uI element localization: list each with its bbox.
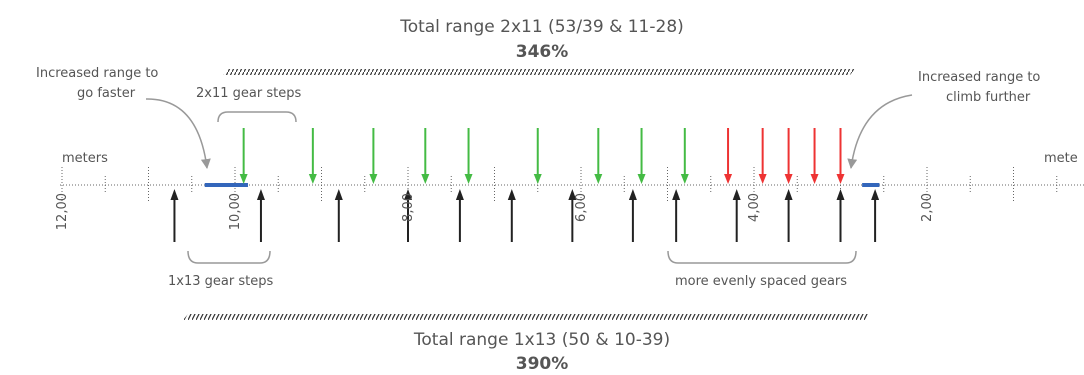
pointer-faster	[145, 98, 211, 169]
gear-1x13-arrow	[871, 189, 880, 242]
gear-1x13-arrow	[672, 189, 681, 242]
tick-label: 2,00	[920, 193, 935, 222]
gears-1x13	[170, 189, 880, 242]
gear-1x13-arrow	[628, 189, 637, 242]
range-bar-1x13	[183, 314, 870, 320]
axis-ticks	[61, 167, 1058, 203]
gear-1x13-arrow	[784, 189, 793, 242]
tick-label: 6,00	[574, 193, 589, 222]
annotation-faster-line2: go faster	[77, 86, 136, 101]
gear-2x11-arrow	[680, 128, 689, 184]
tick-labels: 12,00 10,00 8,00 6,00 4,00 2,00	[55, 193, 935, 230]
annotation-climb-line2: climb further	[946, 90, 1031, 105]
gear-1x13-arrow	[507, 189, 516, 242]
gear-2x11-arrow	[637, 128, 646, 184]
gear-1x13-arrow	[334, 189, 343, 242]
bracket-1x13-steps	[187, 250, 271, 264]
tick-label: 4,00	[747, 193, 762, 222]
top-range-title: Total range 2x11 (53/39 & 11-28)	[400, 17, 684, 37]
bottom-range-title: Total range 1x13 (50 & 10-39)	[413, 330, 671, 350]
label-2x11-gear-steps: 2x11 gear steps	[196, 86, 302, 101]
top-range-percent: 346%	[515, 42, 569, 62]
gears-2x11	[239, 128, 845, 184]
gear-2x11-arrow	[594, 128, 603, 184]
gear-1x13-arrow	[170, 189, 179, 242]
gear-1x13-arrow	[256, 189, 265, 242]
gear-2x11-arrow	[464, 128, 473, 184]
gear-2x11-arrow-red	[836, 128, 845, 184]
bracket-even-spacing	[667, 250, 857, 264]
label-evenly-spaced: more evenly spaced gears	[675, 274, 848, 289]
bottom-range-percent: 390%	[515, 354, 569, 374]
gear-1x13-arrow	[404, 189, 412, 242]
annotation-climb-line1: Increased range to	[918, 70, 1041, 85]
label-1x13-gear-steps: 1x13 gear steps	[168, 274, 274, 289]
gear-1x13-arrow	[568, 189, 577, 242]
gear-2x11-arrow	[421, 128, 430, 184]
gear-2x11-arrow-red	[724, 128, 733, 184]
pointer-climb	[847, 94, 913, 169]
gear-1x13-arrow	[455, 189, 464, 242]
gear-2x11-arrow	[239, 128, 248, 184]
tick-label: 10,00	[228, 193, 243, 230]
gear-2x11-arrow-red	[810, 128, 819, 184]
gear-2x11-arrow-red	[784, 128, 793, 184]
gear-2x11-arrow	[533, 128, 542, 184]
range-bar-2x11	[223, 69, 855, 75]
gear-1x13-arrow	[836, 189, 845, 242]
tick-label: 12,00	[55, 193, 70, 230]
gear-1x13-arrow	[732, 189, 741, 242]
gear-2x11-arrow-red	[758, 128, 767, 184]
tick-label: 8,00	[401, 193, 416, 222]
gear-2x11-arrow	[308, 128, 317, 184]
axis-unit-left: meters	[62, 151, 108, 166]
bracket-2x11-steps	[217, 111, 297, 123]
annotation-faster-line1: Increased range to	[36, 66, 159, 81]
gear-2x11-arrow	[369, 128, 378, 184]
axis-unit-right: mete	[1044, 151, 1078, 166]
